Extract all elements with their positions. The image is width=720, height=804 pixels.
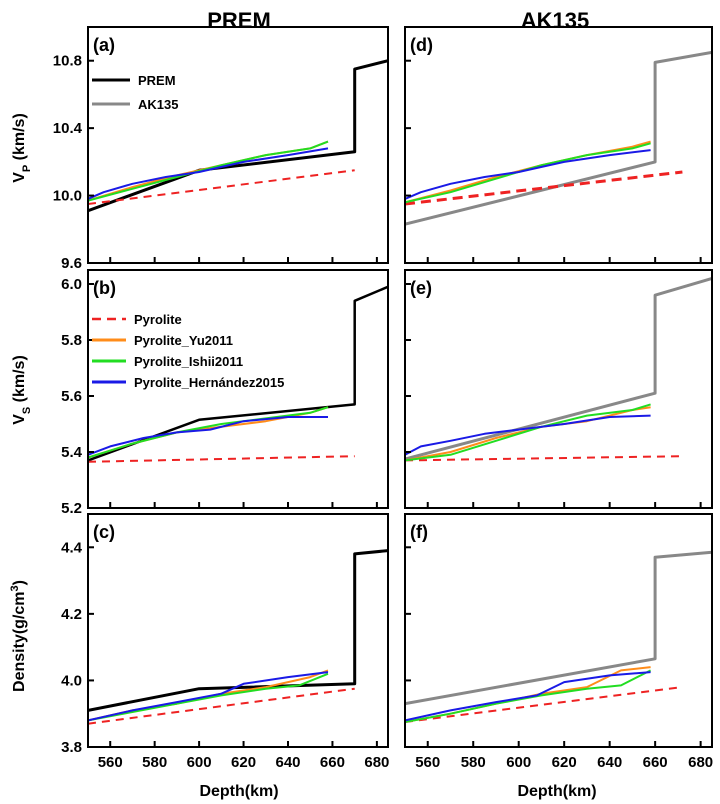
legend-label-pyrolite-yu2011: Pyrolite_Yu2011 [134,333,233,348]
series-pyrolite-yu2011-line [405,406,651,462]
ylabel-vs: VS (km/s) [11,355,33,425]
x-tick-label: 680 [688,754,713,771]
x-tick-label: 620 [231,754,256,771]
series-pyrolite-ishii2011-line [88,406,329,459]
xlabel-right: Depth(km) [517,783,596,800]
x-tick-label: 560 [98,754,123,771]
panel-b: 5.2 5.4 5.6 5.8 6.0 (b) [61,269,389,517]
legend-label-pyrolite-ishii2011: Pyrolite_Ishii2011 [134,354,243,369]
x-tick-label: 620 [552,754,577,771]
series-pyrolite-hern-ndez2015-line [88,416,328,456]
plot-frame [404,26,713,264]
ylabel-density: Density(g/cm3) [9,580,28,692]
series-pyrolite-hern-ndez2015-line [405,671,651,722]
y-tick-label: 10.4 [53,120,83,137]
series-prem-line [88,59,388,213]
y-tick-label: 6.0 [61,276,82,293]
series-pyrolite-hern-ndez2015-line [88,147,329,200]
x-tick-label: 580 [142,754,167,771]
panel-label: (f) [410,522,428,542]
series-ak135-line [405,50,712,226]
x-tick-label: 560 [415,754,440,771]
y-tick-label: 5.2 [61,500,82,517]
series-pyrolite-hern-ndez2015-line [405,414,651,456]
y-tick-label: 4.2 [61,606,82,623]
series-pyrolite-line [88,455,355,463]
x-tick-label: 660 [643,754,668,771]
series-pyrolite-hern-ndez2015-line [405,149,651,200]
legend-compositions: Pyrolite Pyrolite_Yu2011 Pyrolite_Ishii201… [92,312,284,390]
series-pyrolite-hern-ndez2015-line [88,671,329,722]
series-pyrolite-line [405,170,683,206]
legend-label-ak135: AK135 [138,97,178,112]
y-tick-label: 5.8 [61,332,82,349]
series-pyrolite-line [88,687,355,725]
series-ak135-line [405,276,712,461]
y-tick-label: 4.0 [61,672,82,689]
series-prem-line [88,549,388,712]
series-ak135-line [405,550,712,706]
plot-frame [87,513,389,748]
panel-d: (d) [404,26,713,264]
y-tick-label: 3.8 [61,739,82,756]
series-pyrolite-line [405,455,683,462]
plot-frame [404,269,713,509]
x-tick-label: 640 [597,754,622,771]
legend-models: PREM AK135 [92,73,178,112]
legend-label-pyrolite-hern-ndez2015: Pyrolite_Hernández2015 [134,375,284,390]
y-tick-label: 5.4 [61,444,83,461]
series-pyrolite-ishii2011-line [405,403,651,462]
series-pyrolite-line [88,169,355,205]
legend-label-prem: PREM [138,73,176,88]
x-tick-label: 600 [187,754,212,771]
column-title-prem: PREM [207,8,271,33]
panel-label: (c) [93,522,115,542]
panel-label: (e) [410,278,432,298]
x-tick-label: 640 [275,754,300,771]
plot-frame [87,269,389,509]
y-tick-label: 4.4 [61,539,83,556]
y-tick-label: 10.0 [53,188,82,205]
xlabel-left: Depth(km) [199,783,278,800]
column-title-ak135: AK135 [521,8,589,33]
y-tick-label: 5.6 [61,388,82,405]
panel-c: 560 580 600 620 640 660 680 3.8 4.0 4.2 4.4 (c) [61,513,389,771]
panel-e: (e) [404,269,713,509]
y-tick-label: 10.8 [53,53,82,70]
x-tick-label: 660 [320,754,345,771]
panel-label: (d) [410,35,433,55]
series-pyrolite-ishii2011-line [405,669,652,723]
panel-f: 560 580 600 620 640 660 680 (f) [404,513,713,771]
ylabel-vp: VP (km/s) [11,113,33,183]
panel-label: (b) [93,278,116,298]
x-tick-label: 600 [506,754,531,771]
panel-label: (a) [93,35,115,55]
series-pyrolite-ishii2011-line [405,142,651,204]
series-pyrolite-ishii2011-line [88,140,329,202]
panel-a: 9.6 10.0 10.4 10.8 (a) [53,26,389,272]
plot-frame [404,513,713,748]
series-pyrolite-ishii2011-line [88,672,329,722]
series-prem-line [88,285,388,462]
y-tick-label: 9.6 [61,255,82,272]
series-pyrolite-line [405,686,683,723]
legend-label-pyrolite: Pyrolite [134,312,182,327]
x-tick-label: 680 [364,754,389,771]
x-tick-label: 580 [461,754,486,771]
plot-frame [87,26,389,264]
